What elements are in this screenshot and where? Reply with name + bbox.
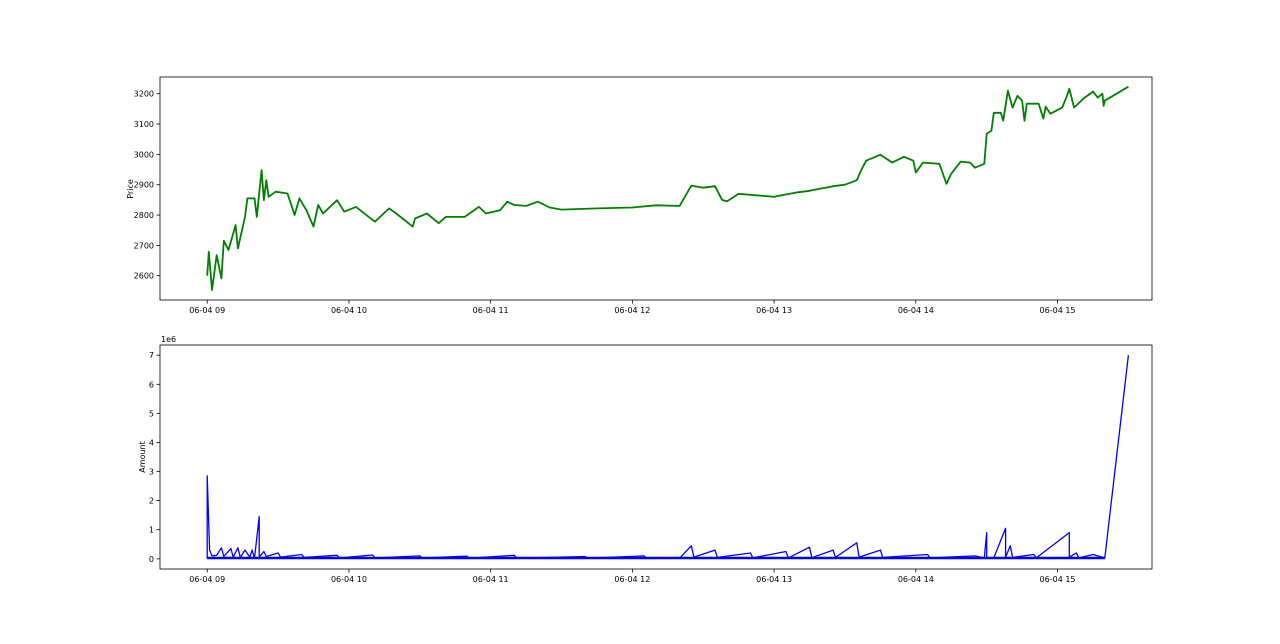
x-tick-label: 06-04 10 [331,306,367,315]
x-tick-label: 06-04 13 [756,575,792,584]
y-tick-label: 2800 [134,211,154,220]
x-tick-label: 06-04 09 [189,306,225,315]
axes-frame [159,76,1153,301]
x-tick-label: 06-04 10 [331,575,367,584]
y-tick-label: 2900 [134,181,154,190]
y-tick-label: 0 [149,555,154,564]
x-tick-label: 06-04 13 [756,306,792,315]
amount-ylabel: Amount [138,441,147,472]
y-tick-label: 7 [149,351,154,360]
x-tick-label: 06-04 11 [473,306,509,315]
amount-offset-label: 1e6 [161,335,176,344]
x-tick-label: 06-04 11 [473,575,509,584]
y-tick-label: 3 [149,468,154,477]
axes-frame [159,344,1153,570]
y-tick-label: 2700 [134,241,154,250]
y-tick-label: 2 [149,497,154,506]
price-axes: Price 06-04 09 06-04 10 06-04 11 06-04 12 06… [126,76,1153,315]
x-tick-label: 06-04 09 [189,575,225,584]
x-tick-label: 06-04 14 [898,306,934,315]
x-tick-label: 06-04 12 [614,575,650,584]
y-tick-label: 3100 [134,120,154,129]
price-ylabel: Price [126,179,135,199]
y-tick-label: 2600 [134,272,154,281]
y-tick-label: 3000 [134,150,154,159]
y-tick-label: 3200 [134,90,154,99]
x-tick-label: 06-04 14 [898,575,934,584]
amount-axes: Amount 1e6 06-04 09 06-04 10 06-04 11 06-04… [138,335,1153,584]
x-tick-label: 06-04 12 [614,306,650,315]
x-tick-label: 06-04 15 [1040,575,1076,584]
price-line [206,85,1129,291]
y-tick-label: 4 [149,438,154,447]
y-tick-label: 6 [149,380,154,389]
amount-line [206,355,1130,560]
y-tick-label: 1 [149,526,154,535]
x-tick-label: 06-04 15 [1040,306,1076,315]
y-tick-label: 5 [149,409,154,418]
